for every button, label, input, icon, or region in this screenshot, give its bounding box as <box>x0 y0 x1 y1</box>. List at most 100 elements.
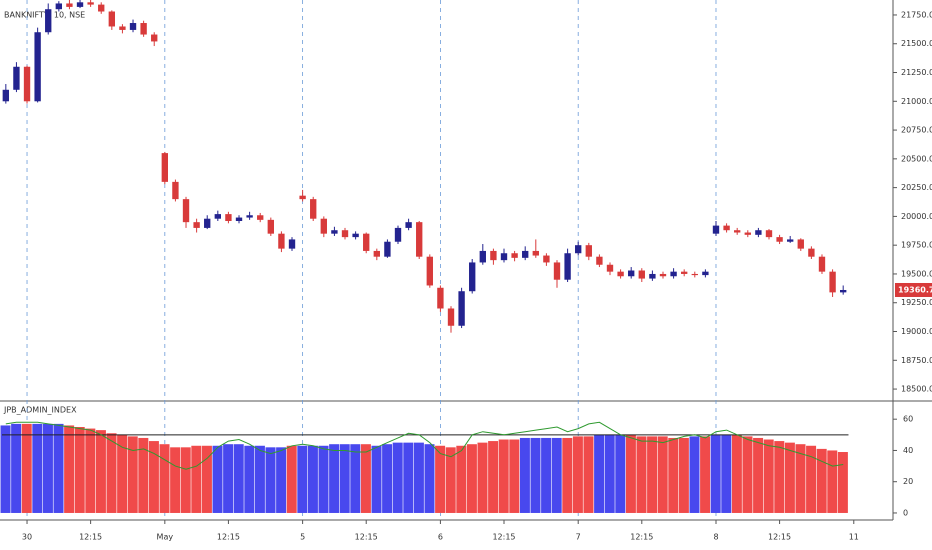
histogram-bar <box>625 434 636 513</box>
candle-body <box>87 2 94 5</box>
histogram-bar <box>594 434 605 513</box>
histogram-bar <box>276 447 287 513</box>
candle-body <box>734 230 741 233</box>
candle-body <box>2 89 10 102</box>
histogram-bar <box>74 427 85 513</box>
candle-body <box>55 3 63 10</box>
histogram-bar <box>127 436 138 513</box>
candle-body <box>310 199 317 219</box>
candle-body <box>98 4 105 12</box>
y-tick-label: 20750.00 <box>901 126 932 135</box>
candle-body <box>363 233 370 251</box>
y-tick-label: 20 <box>903 477 913 486</box>
candle-body <box>384 241 391 257</box>
y-tick-label: 19750.00 <box>901 241 932 250</box>
y-tick-label: 19000.00 <box>901 327 932 336</box>
histogram-bar <box>95 430 106 513</box>
candle-body <box>341 230 349 238</box>
indicator-title: JPB_ADMIN_INDEX <box>3 406 77 415</box>
candle-body <box>426 256 433 286</box>
candle-body <box>246 215 253 218</box>
candle-body <box>235 217 243 222</box>
histogram-bar <box>64 425 75 513</box>
histogram-bar <box>710 434 721 513</box>
histogram-bar <box>339 444 350 513</box>
candle-body <box>564 253 571 280</box>
candle-body <box>267 219 274 234</box>
candle-body <box>352 233 359 238</box>
candle-body <box>458 291 465 326</box>
histogram-bar <box>519 437 530 513</box>
histogram-bar <box>816 448 827 513</box>
histogram-bar <box>806 445 817 513</box>
candle-body <box>151 34 158 42</box>
candle-body <box>405 222 412 228</box>
last-price-box <box>895 282 932 297</box>
y-tick-label: 21000.00 <box>901 97 932 106</box>
histogram-bar <box>541 437 552 513</box>
histogram-bar <box>371 445 382 513</box>
x-tick-label: 6 <box>438 533 443 542</box>
signal-line <box>5 421 844 470</box>
y-tick-label: 20250.00 <box>901 183 932 192</box>
candle-body <box>34 32 41 102</box>
candle-body <box>638 270 645 279</box>
candle-body <box>257 215 264 220</box>
histogram-bar <box>604 434 615 513</box>
histogram-bar <box>297 445 308 513</box>
x-tick-label: 12:15 <box>630 533 653 542</box>
candle-body <box>744 232 751 235</box>
candle-body <box>76 2 84 7</box>
candle-body <box>553 262 561 280</box>
histogram-bar <box>615 434 626 513</box>
histogram-bar <box>233 444 244 513</box>
candle-body <box>447 308 455 326</box>
candle-body <box>469 262 476 292</box>
x-tick-label: 5 <box>300 533 305 542</box>
histogram-bar <box>53 423 64 513</box>
candle-body <box>691 273 698 276</box>
candle-body <box>437 287 444 309</box>
histogram-bar <box>742 436 753 513</box>
histogram-bar <box>530 437 541 513</box>
histogram-bar <box>657 436 668 513</box>
histogram-bar <box>488 441 499 513</box>
candle-body <box>225 214 232 222</box>
candle-body <box>659 273 667 277</box>
histogram-bar <box>191 445 202 513</box>
histogram-bar <box>424 444 435 513</box>
histogram-bar <box>392 442 403 513</box>
last-price-label: 19360.70 <box>898 285 932 294</box>
histogram-bar <box>106 433 117 513</box>
histogram-bar <box>647 436 658 513</box>
histogram-bar <box>403 442 414 513</box>
histogram-bar <box>170 447 181 513</box>
y-tick-label: 0 <box>903 508 908 517</box>
y-tick-label: 19500.00 <box>901 269 932 278</box>
histogram-bar <box>265 447 276 513</box>
candle-body <box>66 3 73 7</box>
y-tick-label: 60 <box>903 415 913 424</box>
candle-body <box>23 66 31 102</box>
histogram-bar <box>0 425 11 513</box>
candle-body <box>606 264 614 272</box>
candle-body <box>13 66 20 90</box>
candle-body <box>670 271 677 277</box>
candle-body <box>214 214 221 219</box>
candle-body <box>797 239 804 249</box>
candle-body <box>532 250 539 256</box>
candle-body <box>712 225 720 234</box>
candle-body <box>479 250 486 263</box>
x-tick-label: 8 <box>713 533 718 542</box>
histogram-bar <box>85 428 96 513</box>
histogram-bar <box>21 423 32 513</box>
candle-body <box>299 195 306 200</box>
candle-body <box>840 289 847 293</box>
histogram-bar <box>763 439 774 513</box>
x-tick-label: 11 <box>849 533 859 542</box>
histogram-bar <box>244 445 255 513</box>
histogram-bar <box>456 445 467 513</box>
histogram-bar <box>551 437 562 513</box>
histogram-bar <box>382 444 393 513</box>
